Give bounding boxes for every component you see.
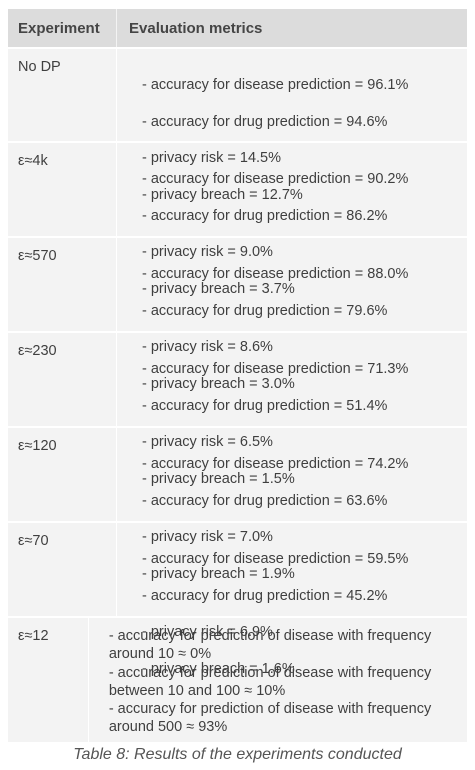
- metric-line: - privacy breach = 1.6%: [142, 661, 295, 678]
- metric-line: - accuracy for prediction of disease wit…: [108, 628, 432, 663]
- table-row: ε≈4k - accuracy for disease prediction =…: [8, 141, 467, 297]
- results-table: Experiment Evaluation metrics No DP - ac…: [8, 9, 467, 742]
- metric-line: - privacy breach = 3.0%: [142, 376, 295, 393]
- table-row: ε≈570 - accuracy for disease prediction …: [8, 236, 467, 392]
- experiment-cell: ε≈12: [8, 618, 89, 742]
- table-caption: Table 8: Results of the experiments cond…: [73, 746, 402, 763]
- metric-line: - privacy risk = 7.0%: [142, 529, 273, 546]
- metric-line: - accuracy for drug prediction = 94.6%: [142, 113, 388, 130]
- metrics-cell: - accuracy for disease prediction = 74.2…: [117, 428, 409, 582]
- table-row: ε≈120 - accuracy for disease prediction …: [8, 426, 467, 582]
- experiment-cell: No DP: [8, 49, 117, 141]
- metrics-cell: - accuracy for disease prediction = 90.2…: [117, 143, 409, 297]
- metric-line: - accuracy for prediction of disease wit…: [108, 701, 432, 736]
- experiment-cell: ε≈570: [8, 238, 117, 331]
- metric-line: - privacy risk = 6.9%: [142, 624, 273, 641]
- metric-line: - privacy risk = 14.5%: [142, 150, 282, 167]
- metric-line: - accuracy for drug prediction = 45.2%: [142, 587, 388, 604]
- table-row: ε≈70 - accuracy for disease prediction =…: [8, 521, 467, 677]
- metric-line: - accuracy for drug prediction = 86.2%: [142, 207, 388, 224]
- header-evaluation-metrics: Evaluation metrics: [129, 19, 263, 37]
- metric-line: - accuracy for drug prediction = 63.6%: [142, 492, 388, 509]
- metric-line: - privacy breach = 1.5%: [142, 471, 295, 488]
- metric-line: - accuracy for prediction of disease wit…: [108, 664, 432, 699]
- metrics-cell: - accuracy for prediction of disease wit…: [89, 618, 467, 742]
- table-header: Experiment Evaluation metrics: [8, 9, 467, 47]
- metric-line: - accuracy for disease prediction = 88.0…: [142, 266, 409, 283]
- metrics-cell: - accuracy for disease prediction = 96.1…: [117, 49, 409, 203]
- metric-line: - accuracy for disease prediction = 96.1…: [142, 77, 409, 94]
- metrics-cell: - accuracy for disease prediction = 71.3…: [117, 333, 409, 487]
- table-row: ε≈12 - accuracy for prediction of diseas…: [8, 616, 467, 742]
- metric-line: - accuracy for disease prediction = 90.2…: [142, 171, 409, 188]
- table-row: No DP - accuracy for disease prediction …: [8, 47, 467, 203]
- table-row: ε≈230 - accuracy for disease prediction …: [8, 331, 467, 487]
- header-experiment: Experiment: [8, 9, 117, 47]
- metric-line: - accuracy for drug prediction = 51.4%: [142, 397, 388, 414]
- metric-line: - privacy risk = 8.6%: [142, 339, 273, 356]
- metrics-cell: - accuracy for disease prediction = 88.0…: [117, 238, 409, 392]
- metric-line: - privacy breach = 1.9%: [142, 566, 295, 583]
- metric-line: - privacy breach = 12.7%: [142, 187, 303, 204]
- experiment-cell: ε≈120: [8, 428, 117, 521]
- metric-line: - privacy breach = 3.7%: [142, 281, 295, 298]
- metric-line: - accuracy for disease prediction = 59.5…: [142, 551, 409, 568]
- metric-line: - accuracy for drug prediction = 79.6%: [142, 302, 388, 319]
- experiment-cell: ε≈70: [8, 523, 117, 616]
- metric-line: - accuracy for disease prediction = 74.2…: [142, 456, 409, 473]
- metric-line: - privacy risk = 9.0%: [142, 244, 273, 261]
- metric-line: - accuracy for disease prediction = 71.3…: [142, 361, 409, 378]
- experiment-cell: ε≈230: [8, 333, 117, 426]
- metric-line: - privacy risk = 6.5%: [142, 434, 273, 451]
- experiment-cell: ε≈4k: [8, 143, 117, 236]
- metrics-cell: - accuracy for disease prediction = 59.5…: [117, 523, 409, 677]
